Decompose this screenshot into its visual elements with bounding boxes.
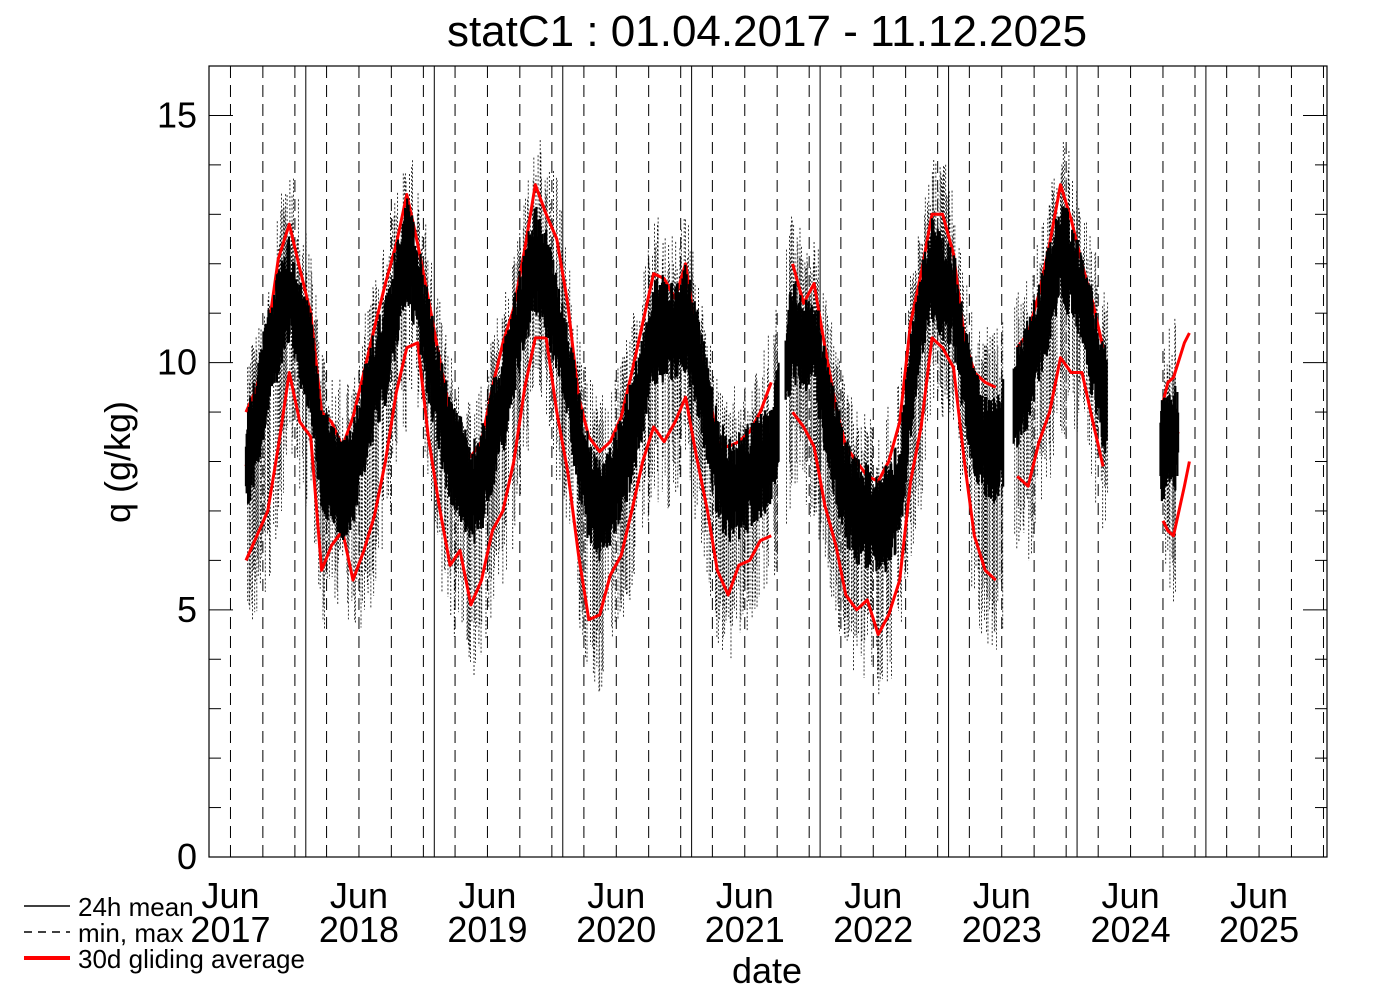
y-tick-label: 10 bbox=[157, 342, 197, 383]
y-tick-label: 0 bbox=[177, 836, 197, 877]
x-tick-label-month: Jun bbox=[1102, 875, 1160, 916]
y-tick-label: 5 bbox=[177, 589, 197, 630]
x-tick-label-year: 2022 bbox=[833, 909, 913, 950]
x-tick-label-year: 2019 bbox=[447, 909, 527, 950]
series-layer bbox=[244, 183, 1191, 636]
x-tick-label-month: Jun bbox=[587, 875, 645, 916]
y-axis-label: q (g/kg) bbox=[97, 401, 138, 523]
chart-title: statC1 : 01.04.2017 - 11.12.2025 bbox=[447, 7, 1087, 56]
x-tick-label-month: Jun bbox=[1230, 875, 1288, 916]
tick-labels: 051015Jun2017Jun2018Jun2019Jun2020Jun202… bbox=[157, 94, 1299, 950]
y-tick-label: 15 bbox=[157, 94, 197, 135]
x-tick-label-year: 2021 bbox=[705, 909, 785, 950]
legend: 24h mean min, max 30d gliding average bbox=[24, 892, 305, 974]
tick-layer bbox=[209, 65, 1327, 858]
series-line-30d-average-max bbox=[244, 183, 1191, 483]
x-tick-label-year: 2018 bbox=[319, 909, 399, 950]
x-axis-label: date bbox=[732, 950, 802, 991]
series-line-30d-average-min bbox=[244, 336, 1191, 636]
legend-label-min-max: min, max bbox=[78, 918, 183, 948]
gridlines bbox=[229, 66, 1324, 857]
legend-label-24h-mean: 24h mean bbox=[78, 892, 194, 922]
x-tick-label-year: 2024 bbox=[1091, 909, 1171, 950]
x-tick-label-year: 2025 bbox=[1219, 909, 1299, 950]
x-tick-label-month: Jun bbox=[458, 875, 516, 916]
x-tick-label-month: Jun bbox=[844, 875, 902, 916]
x-tick-label-month: Jun bbox=[330, 875, 388, 916]
x-tick-label-year: 2023 bbox=[962, 909, 1042, 950]
x-tick-label-month: Jun bbox=[201, 875, 259, 916]
legend-label-30d-gliding-average: 30d gliding average bbox=[78, 944, 305, 974]
x-tick-label-year: 2017 bbox=[190, 909, 270, 950]
x-tick-label-month: Jun bbox=[973, 875, 1031, 916]
x-tick-label-month: Jun bbox=[716, 875, 774, 916]
x-tick-label-year: 2020 bbox=[576, 909, 656, 950]
